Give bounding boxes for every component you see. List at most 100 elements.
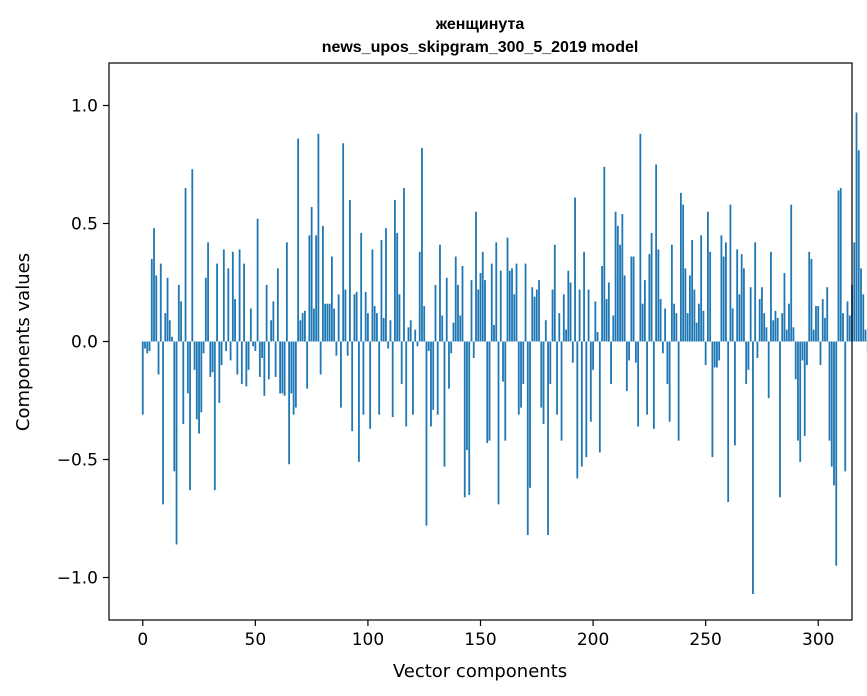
bar-312 xyxy=(844,341,847,472)
bar-234 xyxy=(668,341,671,422)
bar-252 xyxy=(709,251,712,342)
bar-157 xyxy=(495,242,498,342)
bar-68 xyxy=(294,341,297,408)
bar-257 xyxy=(720,235,723,342)
bar-38 xyxy=(227,268,230,342)
bar-30 xyxy=(209,341,212,377)
bar-41 xyxy=(234,299,236,342)
bar-103 xyxy=(373,306,376,342)
bar-97 xyxy=(360,232,363,342)
bar-104 xyxy=(376,313,378,342)
bar-183 xyxy=(553,244,556,342)
bar-51 xyxy=(256,218,259,342)
bar-82 xyxy=(326,303,329,342)
bar-146 xyxy=(470,280,473,342)
bar-279 xyxy=(770,251,772,342)
bar-156 xyxy=(493,324,495,342)
bar-258 xyxy=(722,256,725,342)
bar-163 xyxy=(508,270,511,342)
bar-319 xyxy=(860,268,862,342)
bar-229 xyxy=(657,249,660,342)
bar-8 xyxy=(159,263,162,342)
bar-288 xyxy=(790,204,793,342)
bar-313 xyxy=(846,301,849,342)
bar-56 xyxy=(267,341,270,380)
bar-305 xyxy=(828,341,831,441)
bar-135 xyxy=(445,277,448,342)
bar-297 xyxy=(810,258,813,342)
bar-175 xyxy=(535,289,538,342)
bar-149 xyxy=(477,289,480,342)
bar-304 xyxy=(826,287,829,342)
bar-216 xyxy=(628,341,630,361)
bar-218 xyxy=(632,256,635,342)
bar-233 xyxy=(666,341,669,384)
x-tick-label: 0 xyxy=(137,630,148,650)
bar-171 xyxy=(526,341,529,536)
bar-294 xyxy=(803,341,806,436)
plot-frame xyxy=(108,62,853,621)
bar-260 xyxy=(727,341,730,502)
bar-142 xyxy=(461,265,464,342)
bar-57 xyxy=(270,320,273,342)
bar-2 xyxy=(146,341,149,354)
bar-204 xyxy=(601,265,603,342)
bar-247 xyxy=(698,303,700,342)
bar-314 xyxy=(848,315,851,342)
bar-159 xyxy=(499,270,502,342)
bar-12 xyxy=(168,320,171,342)
bar-301 xyxy=(819,341,822,366)
bar-85 xyxy=(333,308,336,342)
x-axis-ticks: 0 50 100 150 200 250 300 xyxy=(137,620,834,650)
bar-6 xyxy=(155,275,158,342)
bar-212 xyxy=(619,244,621,342)
bar-15 xyxy=(175,341,178,545)
bar-291 xyxy=(797,341,799,441)
bar-28 xyxy=(204,277,207,342)
bar-46 xyxy=(245,341,248,387)
bar-240 xyxy=(682,204,685,342)
bar-211 xyxy=(616,225,619,342)
bar-131 xyxy=(436,341,439,415)
bar-209 xyxy=(612,315,615,342)
bar-299 xyxy=(815,306,817,342)
bar-22 xyxy=(191,169,194,342)
bar-67 xyxy=(292,341,295,415)
bar-177 xyxy=(540,341,543,408)
bar-153 xyxy=(486,341,489,443)
bar-130 xyxy=(434,284,437,342)
bar-320 xyxy=(862,294,865,342)
bar-118 xyxy=(407,327,410,342)
bar-166 xyxy=(515,263,518,342)
bar-290 xyxy=(794,341,797,380)
bar-237 xyxy=(675,313,678,342)
bar-170 xyxy=(524,263,527,342)
bar-281 xyxy=(774,310,777,342)
chart-title-line-1: женщинута xyxy=(435,16,525,33)
bar-276 xyxy=(763,313,766,342)
bar-108 xyxy=(385,228,387,342)
bar-59 xyxy=(274,341,277,377)
bar-52 xyxy=(258,341,261,377)
bar-95 xyxy=(355,291,358,342)
chart-title-line-2: news_upos_skipgram_300_5_2019 model xyxy=(322,39,639,56)
bar-273 xyxy=(756,341,759,359)
bar-44 xyxy=(240,341,243,384)
bar-189 xyxy=(567,270,570,342)
bar-134 xyxy=(443,341,446,467)
bar-256 xyxy=(718,341,721,361)
bar-20 xyxy=(186,341,189,394)
bar-176 xyxy=(538,280,540,342)
x-tick-label: 50 xyxy=(245,630,267,650)
bar-140 xyxy=(457,284,459,342)
bar-80 xyxy=(321,225,324,342)
bar-39 xyxy=(229,341,232,361)
bar-231 xyxy=(661,341,664,354)
bar-58 xyxy=(272,301,275,342)
bar-173 xyxy=(531,287,534,342)
bar-298 xyxy=(812,329,815,342)
bar-267 xyxy=(743,268,745,342)
bar-31 xyxy=(211,341,214,373)
bar-300 xyxy=(817,306,820,342)
bar-213 xyxy=(621,214,624,342)
